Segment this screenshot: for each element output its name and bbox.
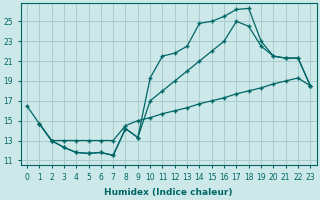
X-axis label: Humidex (Indice chaleur): Humidex (Indice chaleur): [104, 188, 233, 197]
